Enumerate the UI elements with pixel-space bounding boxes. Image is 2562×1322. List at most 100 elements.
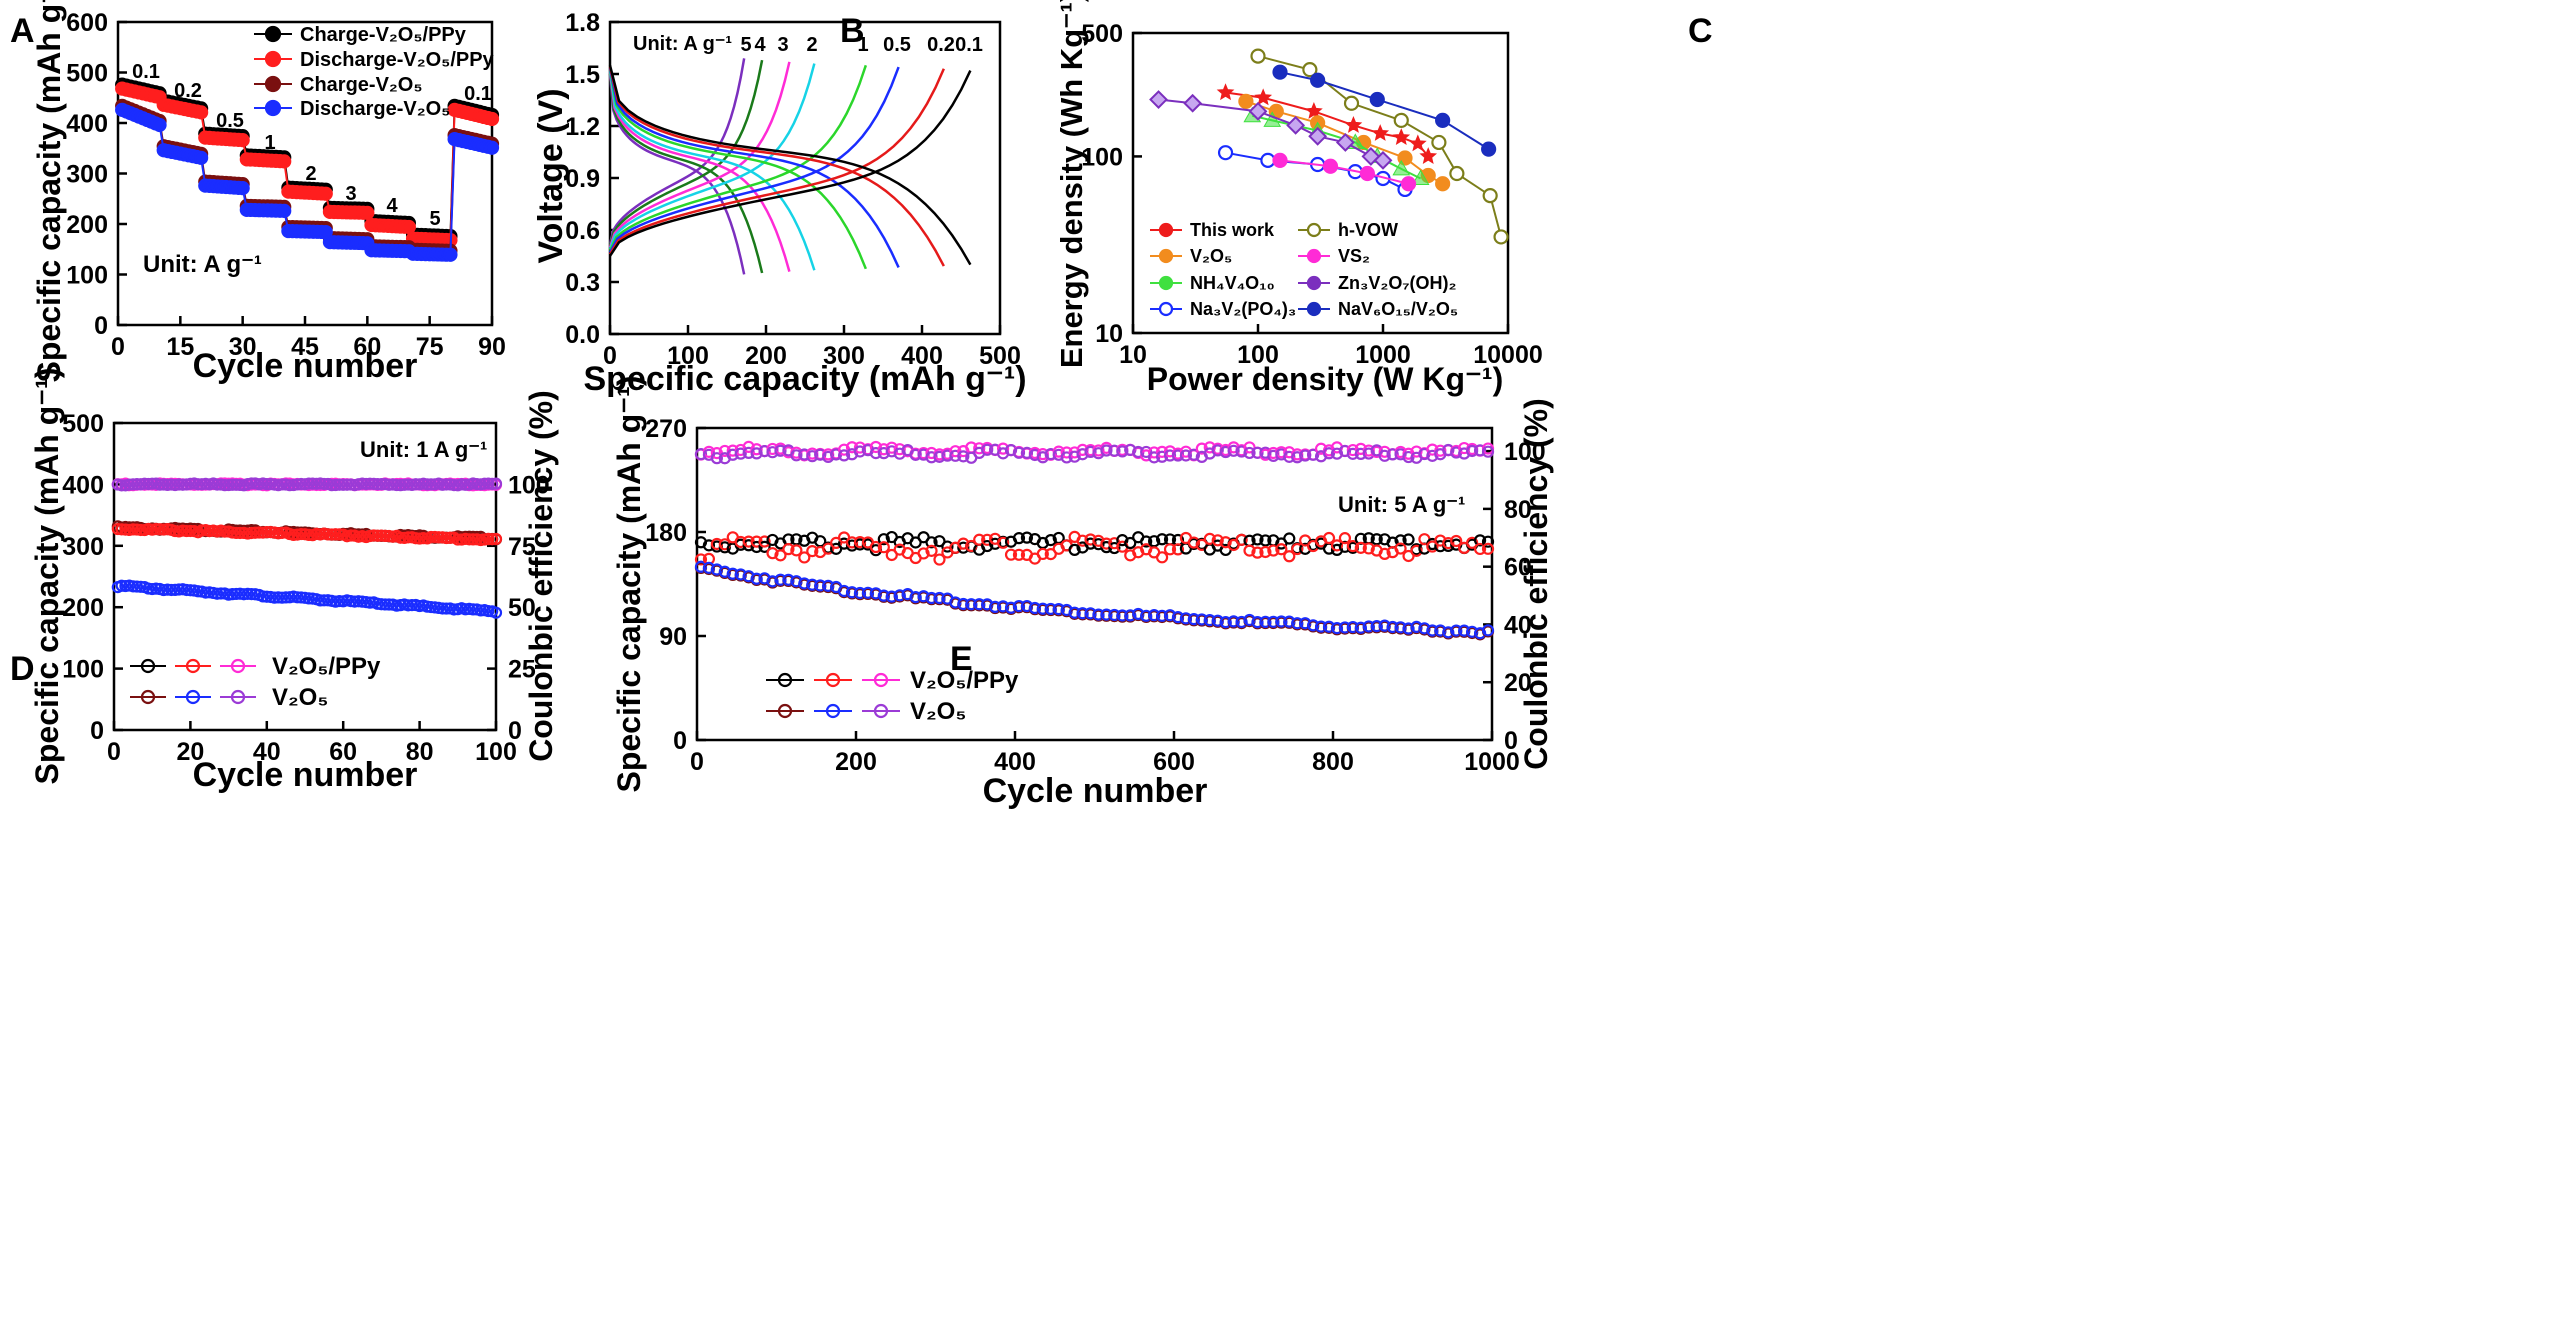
x-tick-label: 1000 xyxy=(1355,341,1411,369)
data-point xyxy=(949,596,962,609)
data-point xyxy=(1108,608,1121,622)
data-point xyxy=(1466,444,1479,458)
data-point xyxy=(782,573,795,586)
x-tick-label: 10000 xyxy=(1473,341,1543,369)
data-point xyxy=(957,597,970,611)
data-point xyxy=(333,478,346,491)
y2-tick-label: 0 xyxy=(508,717,522,745)
rate-label: 3 xyxy=(345,183,356,205)
x-tick-label: 500 xyxy=(979,342,1021,370)
charge-curve xyxy=(608,64,868,252)
y2-axis-title: Coulonbic efficiency (%) xyxy=(523,390,559,762)
legend-label: h-VOW xyxy=(1338,220,1398,240)
data-point xyxy=(774,573,787,586)
legend-marker xyxy=(1306,222,1322,238)
data-point xyxy=(1243,446,1256,460)
data-point xyxy=(1378,619,1391,632)
data-point xyxy=(996,442,1010,455)
data-point xyxy=(973,442,986,455)
y-tick-label: 500 xyxy=(1081,20,1123,48)
data-point xyxy=(146,477,159,490)
x-tick-label: 75 xyxy=(416,333,444,361)
data-point xyxy=(1028,601,1041,615)
data-point xyxy=(1322,447,1336,460)
data-point xyxy=(363,477,377,490)
data-point xyxy=(375,598,388,611)
x-tick-label: 80 xyxy=(406,738,434,766)
data-point xyxy=(1394,534,1407,547)
data-point xyxy=(1362,620,1375,633)
data-point xyxy=(1442,536,1455,550)
data-point xyxy=(211,587,224,600)
legend-label: Zn₃V₂O₇(OH)₂ xyxy=(1338,273,1457,293)
data-point xyxy=(318,186,333,201)
legend-marker xyxy=(873,703,889,719)
data-point xyxy=(130,478,144,491)
y-tick-label: 500 xyxy=(62,410,104,438)
data-point xyxy=(235,181,250,196)
data-point xyxy=(845,536,859,549)
data-point xyxy=(180,583,193,597)
data-point xyxy=(1410,445,1423,458)
y-tick-label: 1.5 xyxy=(565,61,600,89)
data-point xyxy=(933,553,946,566)
data-point xyxy=(1148,451,1161,464)
data-point xyxy=(750,540,763,554)
data-point xyxy=(1481,535,1495,548)
data-point xyxy=(806,578,819,591)
y-tick-label: 0.6 xyxy=(565,217,600,245)
data-point xyxy=(1346,620,1359,634)
data-point xyxy=(1370,620,1383,633)
data-point xyxy=(1263,111,1282,127)
data-point xyxy=(440,478,453,491)
data-point xyxy=(1371,124,1390,141)
y-tick-label: 500 xyxy=(66,60,108,88)
data-point xyxy=(885,548,898,562)
data-point xyxy=(329,528,342,541)
data-point xyxy=(806,450,819,463)
data-point xyxy=(1410,620,1423,633)
data-point xyxy=(409,478,422,491)
data-point xyxy=(1108,444,1121,457)
data-point xyxy=(1378,449,1391,462)
data-point xyxy=(1084,607,1097,620)
x-tick-label: 400 xyxy=(901,342,943,370)
data-point xyxy=(710,452,723,465)
data-point xyxy=(1310,72,1326,88)
data-point xyxy=(249,526,262,539)
legend-marker xyxy=(140,658,156,674)
x-tick-label: 300 xyxy=(823,342,865,370)
data-point xyxy=(115,479,128,492)
plot-frame xyxy=(695,426,1494,742)
y-tick-label: 10 xyxy=(1095,320,1123,348)
data-point xyxy=(742,535,755,548)
data-point xyxy=(447,478,461,492)
data-point xyxy=(153,478,166,491)
charge-curve xyxy=(608,61,791,248)
data-point xyxy=(226,588,239,601)
y-tick-label: 100 xyxy=(66,262,108,290)
legend-marker xyxy=(873,672,889,688)
data-point xyxy=(1020,446,1034,459)
y-tick-label: 0.3 xyxy=(565,269,600,297)
data-point xyxy=(466,533,480,546)
legend-label: Discharge-V₂O₅ xyxy=(300,98,450,120)
data-point xyxy=(1267,544,1280,557)
data-point xyxy=(1052,603,1065,616)
data-point xyxy=(981,443,994,456)
y-tick-label: 0 xyxy=(90,717,104,745)
data-point xyxy=(877,533,890,546)
data-point xyxy=(402,531,415,544)
x-tick-label: 30 xyxy=(229,333,257,361)
data-point xyxy=(1084,445,1097,459)
data-point xyxy=(933,535,946,548)
legend-marker xyxy=(264,99,282,117)
data-point xyxy=(260,525,273,539)
plot-frame xyxy=(1131,31,1510,335)
panel-letter-c: C xyxy=(1688,12,1713,50)
data-point xyxy=(1335,133,1355,152)
data-point xyxy=(149,522,163,536)
data-point xyxy=(1219,536,1232,549)
data-point xyxy=(1187,613,1200,626)
data-point xyxy=(1378,547,1391,560)
